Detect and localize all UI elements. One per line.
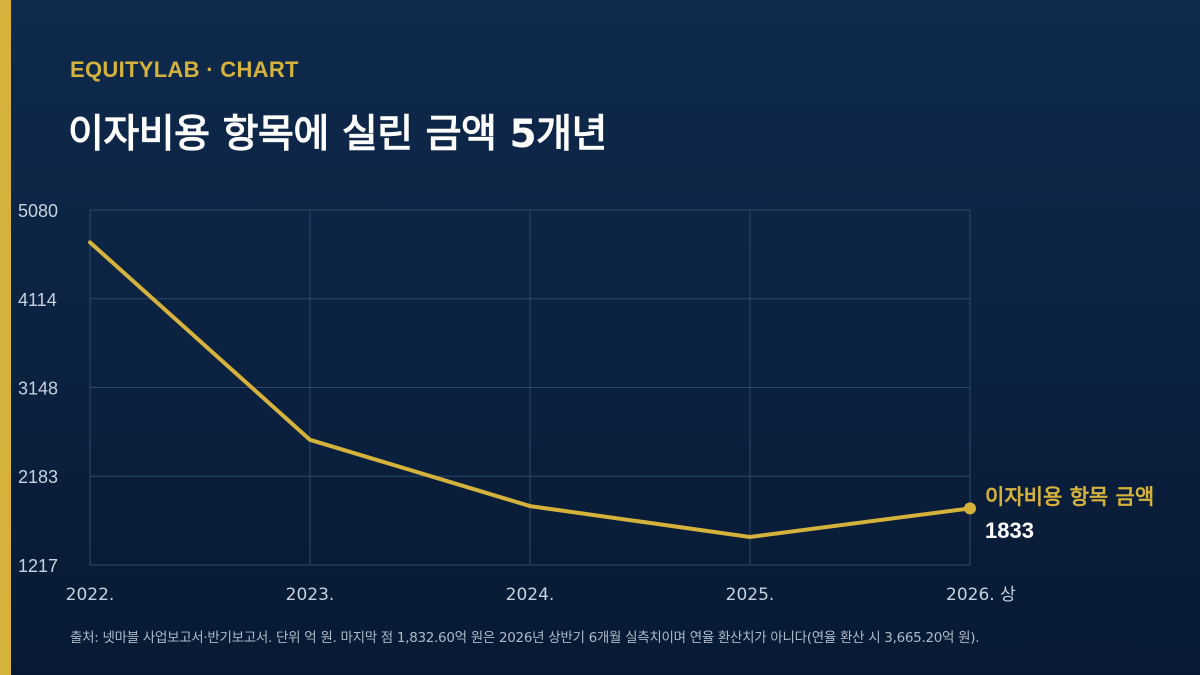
page-title: 이자비용 항목에 실린 금액 5개년 — [68, 112, 607, 157]
end-label-group: 이자비용 항목 금액 1833 — [985, 485, 1154, 543]
end-series-name: 이자비용 항목 금액 — [985, 485, 1154, 509]
end-point-marker — [964, 502, 976, 515]
x-axis-ticks: 2022. 2023. 2024. 2025. 2026. 상 — [66, 585, 1016, 605]
series-line — [88, 240, 972, 539]
y-tick-label: 3148 — [18, 379, 58, 399]
accent-bar — [0, 0, 11, 675]
x-tick-label: 2023. — [286, 585, 335, 605]
y-axis-ticks: 1217 2183 3148 4114 5080 — [18, 201, 58, 576]
y-tick-label: 1217 — [18, 556, 58, 576]
kicker: EQUITYLAB · CHART — [70, 57, 299, 82]
x-tick-label: 2022. — [66, 585, 115, 605]
y-tick-label: 4114 — [18, 290, 57, 310]
grid — [89, 209, 971, 566]
x-tick-label: 2024. — [506, 585, 555, 605]
end-value-label: 1833 — [985, 518, 1034, 543]
source-note: 출처: 넷마블 사업보고서·반기보고서. 단위 억 원. 마지막 점 1,832… — [70, 630, 980, 646]
y-tick-label: 5080 — [18, 201, 58, 221]
y-tick-label: 2183 — [18, 467, 58, 487]
x-tick-label: 2026. 상 — [946, 585, 1016, 605]
series-group — [88, 240, 976, 539]
x-tick-label: 2025. — [726, 585, 775, 605]
